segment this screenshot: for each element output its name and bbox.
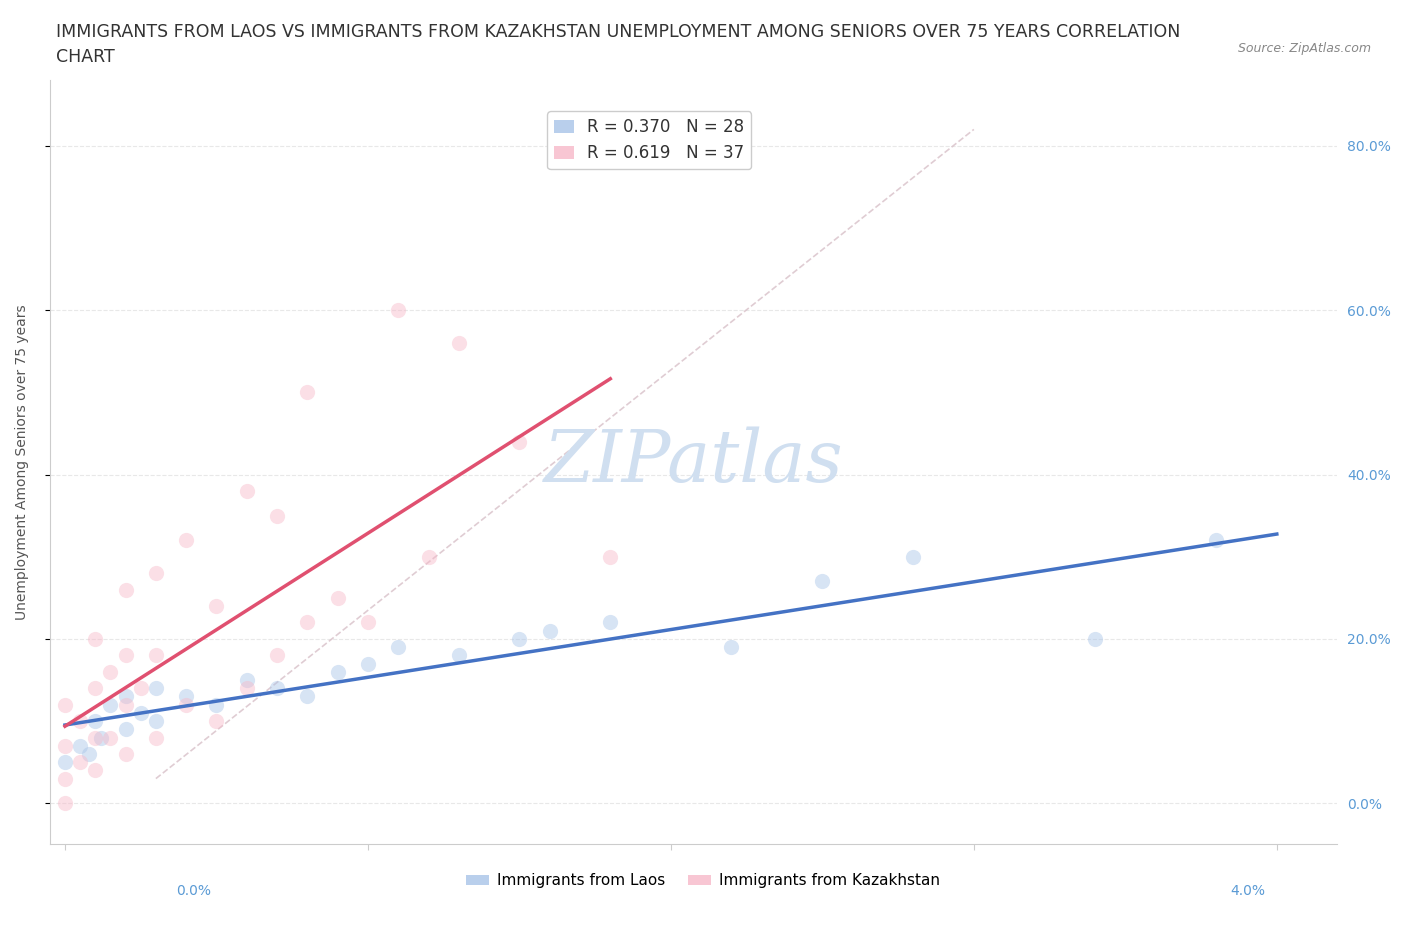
Point <box>811 574 834 589</box>
Point <box>53 771 76 786</box>
Point <box>53 755 76 770</box>
Point <box>129 681 152 696</box>
Point <box>538 623 561 638</box>
Point <box>326 664 349 679</box>
Point <box>69 755 91 770</box>
Point <box>84 681 107 696</box>
Point <box>114 689 136 704</box>
Point <box>77 747 100 762</box>
Point <box>599 550 621 565</box>
Point <box>100 698 122 712</box>
Point <box>508 434 530 449</box>
Point <box>236 484 259 498</box>
Point <box>297 385 319 400</box>
Point <box>145 648 167 663</box>
Point <box>205 713 228 728</box>
Point <box>205 698 228 712</box>
Text: 4.0%: 4.0% <box>1230 884 1265 898</box>
Point <box>447 648 470 663</box>
Point <box>720 640 742 655</box>
Point <box>84 763 107 777</box>
Y-axis label: Unemployment Among Seniors over 75 years: Unemployment Among Seniors over 75 years <box>15 304 30 620</box>
Point <box>297 689 319 704</box>
Point <box>129 706 152 721</box>
Point <box>84 713 107 728</box>
Point <box>174 698 197 712</box>
Point <box>69 738 91 753</box>
Point <box>145 565 167 580</box>
Point <box>114 582 136 597</box>
Point <box>145 681 167 696</box>
Text: 0.0%: 0.0% <box>176 884 211 898</box>
Point <box>387 303 409 318</box>
Point <box>326 591 349 605</box>
Point <box>236 672 259 687</box>
Point <box>903 550 925 565</box>
Point <box>114 722 136 737</box>
Text: CHART: CHART <box>56 48 115 66</box>
Text: Source: ZipAtlas.com: Source: ZipAtlas.com <box>1237 42 1371 55</box>
Point <box>84 730 107 745</box>
Point <box>100 664 122 679</box>
Point <box>357 657 380 671</box>
Point <box>100 730 122 745</box>
Point <box>357 615 380 630</box>
Point <box>114 648 136 663</box>
Point <box>53 738 76 753</box>
Point <box>1084 631 1107 646</box>
Point <box>145 730 167 745</box>
Point <box>53 796 76 811</box>
Point <box>297 615 319 630</box>
Text: IMMIGRANTS FROM LAOS VS IMMIGRANTS FROM KAZAKHSTAN UNEMPLOYMENT AMONG SENIORS OV: IMMIGRANTS FROM LAOS VS IMMIGRANTS FROM … <box>56 23 1181 41</box>
Point <box>84 631 107 646</box>
Point <box>266 681 288 696</box>
Point <box>114 747 136 762</box>
Point <box>599 615 621 630</box>
Point <box>53 698 76 712</box>
Point <box>418 550 440 565</box>
Legend: Immigrants from Laos, Immigrants from Kazakhstan: Immigrants from Laos, Immigrants from Ka… <box>460 868 946 895</box>
Point <box>236 681 259 696</box>
Point <box>447 336 470 351</box>
Point <box>387 640 409 655</box>
Point <box>114 698 136 712</box>
Point <box>266 648 288 663</box>
Point <box>266 508 288 523</box>
Point <box>145 713 167 728</box>
Text: ZIPatlas: ZIPatlas <box>544 427 844 498</box>
Point <box>69 713 91 728</box>
Point <box>1205 533 1227 548</box>
Point <box>508 631 530 646</box>
Point <box>174 533 197 548</box>
Point <box>174 689 197 704</box>
Legend: R = 0.370   N = 28, R = 0.619   N = 37: R = 0.370 N = 28, R = 0.619 N = 37 <box>547 112 751 169</box>
Point <box>205 599 228 614</box>
Point <box>90 730 112 745</box>
